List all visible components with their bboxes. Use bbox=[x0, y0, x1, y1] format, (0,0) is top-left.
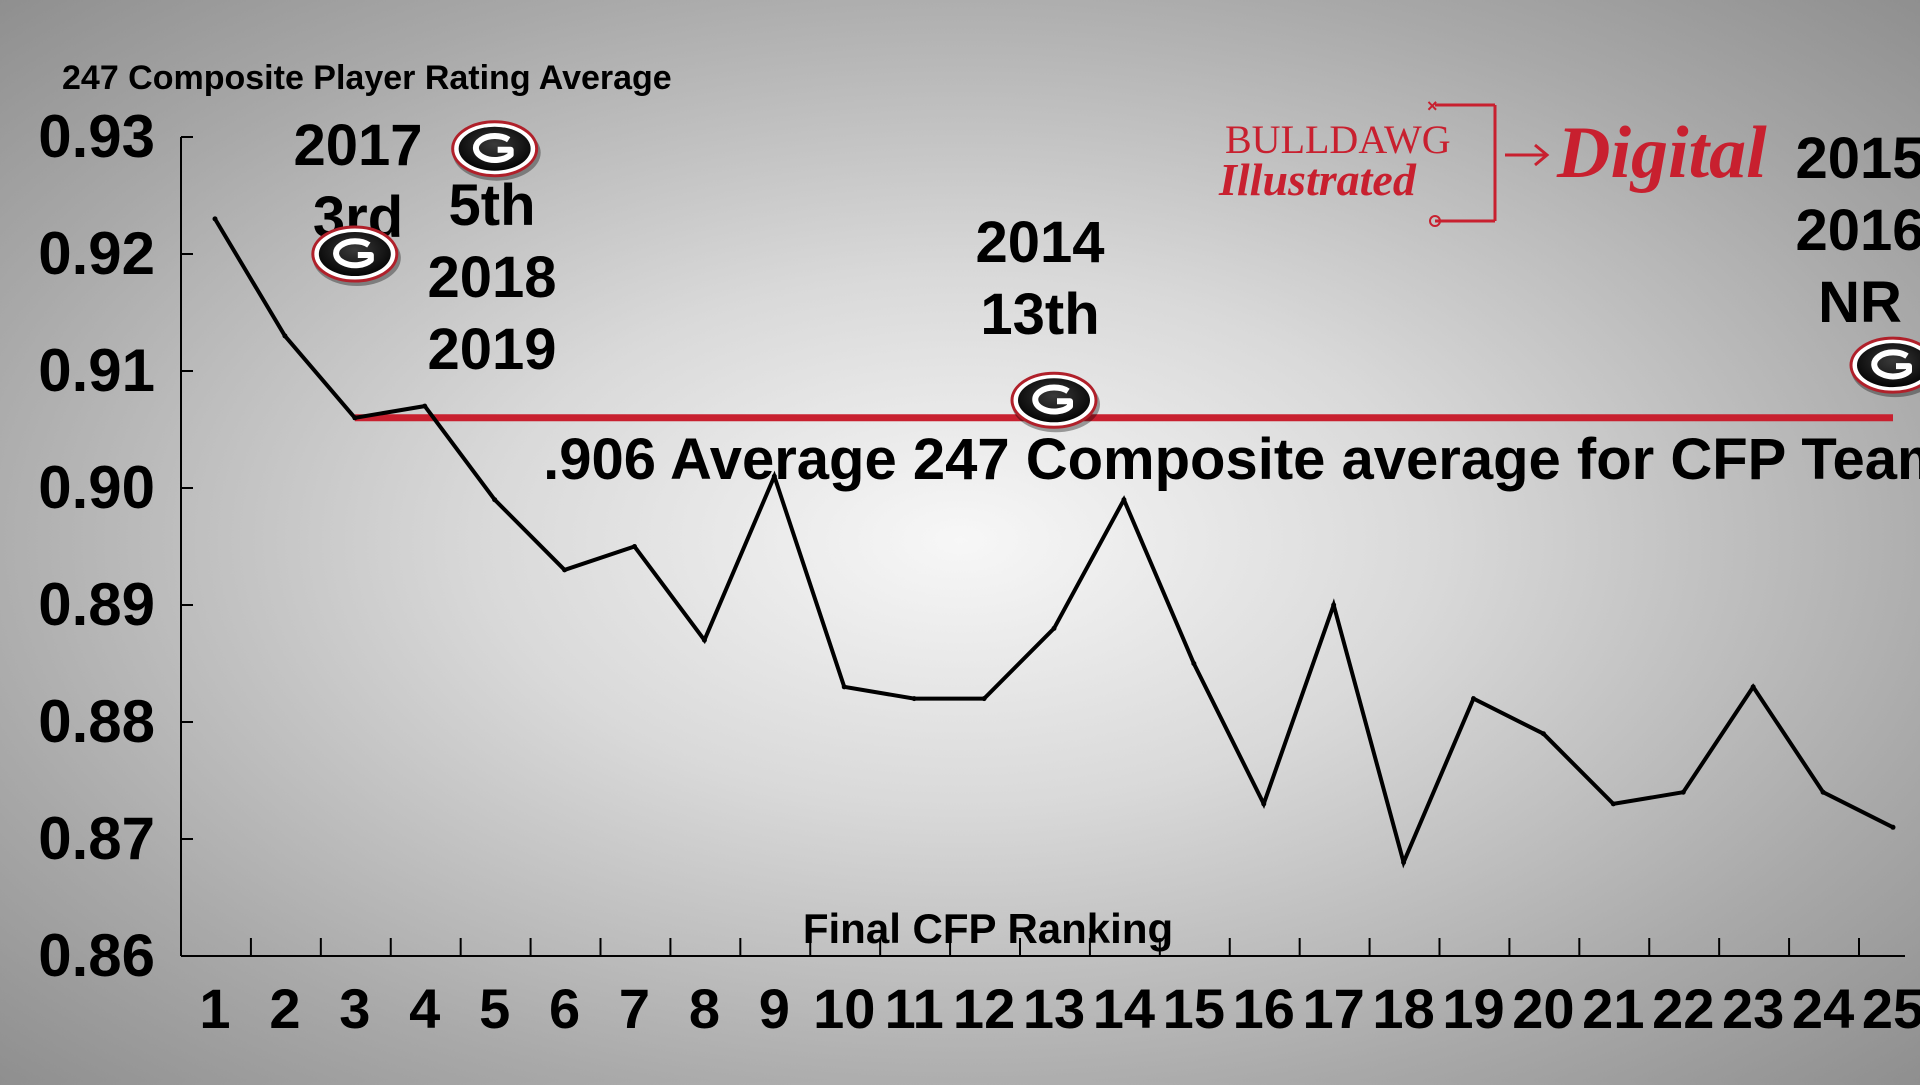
x-tick-label: 24 bbox=[1792, 977, 1854, 1040]
y-tick-label: 0.93 bbox=[38, 103, 155, 170]
x-tick-label: 21 bbox=[1582, 977, 1644, 1040]
x-tick-label: 25 bbox=[1862, 977, 1920, 1040]
y-tick-label: 0.87 bbox=[38, 805, 155, 872]
data-point bbox=[1750, 684, 1756, 690]
x-tick-label: 11 bbox=[885, 977, 944, 1040]
data-point bbox=[1610, 801, 1616, 807]
axes bbox=[180, 137, 1905, 957]
annotation-text: 2018 bbox=[427, 245, 556, 310]
x-tick-label: 3 bbox=[339, 977, 370, 1040]
x-axis-label: Final CFP Ranking bbox=[803, 905, 1173, 952]
data-point bbox=[1051, 625, 1057, 631]
data-point bbox=[632, 544, 637, 549]
x-tick-label: 12 bbox=[953, 977, 1015, 1040]
x-tick-label: 16 bbox=[1233, 977, 1295, 1040]
logo-inner-oval bbox=[458, 126, 531, 171]
x-tick-label: 18 bbox=[1372, 977, 1434, 1040]
x-tick-label: 13 bbox=[1023, 977, 1085, 1040]
logo-g-letter bbox=[333, 238, 374, 269]
y-tick-label: 0.89 bbox=[38, 571, 155, 638]
x-tick-label: 5 bbox=[479, 977, 510, 1040]
logo-name-bottom: Illustrated bbox=[1218, 154, 1417, 205]
x-tick-label: 22 bbox=[1652, 977, 1714, 1040]
logo-g-letter bbox=[1871, 349, 1912, 380]
logo-frame-x: × bbox=[1427, 96, 1438, 116]
data-point bbox=[1471, 696, 1476, 702]
annotation-text: 5th bbox=[449, 173, 536, 238]
annotation-text: 2017 bbox=[293, 113, 422, 178]
x-tick-label: 10 bbox=[813, 977, 875, 1040]
reference-line-label: .906 Average 247 Composite average for C… bbox=[543, 427, 1920, 492]
data-point bbox=[352, 415, 358, 421]
x-tick-label: 23 bbox=[1722, 977, 1784, 1040]
annotation-text: NR bbox=[1818, 270, 1902, 335]
data-point bbox=[701, 637, 707, 643]
logo-g-letter bbox=[1032, 384, 1073, 415]
logo-frame-dot bbox=[1429, 215, 1441, 227]
x-tick-label: 17 bbox=[1303, 977, 1365, 1040]
logo-name-right: Digital bbox=[1556, 112, 1767, 194]
logo-g-letter bbox=[472, 133, 514, 163]
data-point bbox=[1331, 602, 1337, 608]
georgia-g-logo-icon bbox=[1010, 371, 1100, 433]
y-tick-label: 0.88 bbox=[38, 688, 155, 755]
x-tick-label: 4 bbox=[409, 977, 440, 1040]
y-tick-label: 0.92 bbox=[38, 220, 155, 287]
logo-inner-oval bbox=[318, 232, 391, 276]
georgia-g-logo-icon bbox=[1849, 336, 1920, 398]
reference-line-group: .906 Average 247 Composite average for C… bbox=[354, 414, 1920, 492]
data-point bbox=[282, 333, 288, 339]
data-point bbox=[841, 684, 847, 690]
x-tick-label: 19 bbox=[1442, 977, 1504, 1040]
x-tick-label: 8 bbox=[689, 977, 720, 1040]
x-tick-label: 6 bbox=[549, 977, 580, 1040]
y-ticks: 0.93 0.92 0.91 0.90 0.89 0.88 0.87 0.86 bbox=[38, 103, 193, 989]
data-point bbox=[212, 216, 218, 222]
data-point bbox=[1401, 859, 1407, 865]
data-point bbox=[1820, 789, 1826, 795]
annotation-text: 2014 bbox=[975, 210, 1104, 275]
y-tick-label: 0.91 bbox=[38, 337, 155, 404]
data-point bbox=[492, 497, 498, 503]
data-point bbox=[911, 696, 917, 702]
bulldawg-illustrated-digital-logo: × BULLDAWG Illustrated Digital bbox=[1218, 96, 1767, 227]
y-tick-label: 0.90 bbox=[38, 454, 155, 521]
annotation-text: 2019 bbox=[427, 317, 556, 382]
y-axis-label: 247 Composite Player Rating Average bbox=[62, 59, 672, 97]
data-point bbox=[1191, 661, 1197, 666]
annotation-text: 2016 bbox=[1795, 198, 1920, 263]
x-tick-label: 9 bbox=[759, 977, 790, 1040]
data-point bbox=[1890, 824, 1896, 830]
logo-inner-oval bbox=[1018, 378, 1090, 423]
data-point bbox=[1540, 731, 1546, 737]
annotation-text: 2015 bbox=[1795, 126, 1920, 191]
georgia-g-logo-icon bbox=[311, 225, 401, 286]
x-tick-label: 7 bbox=[619, 977, 650, 1040]
logo-name-top: BULLDAWG bbox=[1225, 117, 1451, 162]
data-point bbox=[1680, 789, 1686, 795]
series bbox=[212, 216, 1896, 869]
x-tick-label: 1 bbox=[199, 977, 230, 1040]
data-point bbox=[771, 473, 777, 479]
x-tick-label: 14 bbox=[1093, 977, 1155, 1040]
annotation-text: 13th bbox=[980, 282, 1099, 347]
data-point bbox=[1121, 497, 1127, 503]
x-tick-label: 15 bbox=[1163, 977, 1225, 1040]
data-point bbox=[422, 403, 428, 409]
x-tick-label: 2 bbox=[269, 977, 300, 1040]
y-tick-label: 0.86 bbox=[38, 922, 155, 989]
logo-arrow-head bbox=[1534, 143, 1550, 167]
data-point bbox=[562, 567, 568, 573]
x-tick-label: 20 bbox=[1512, 977, 1574, 1040]
georgia-g-logo-icon bbox=[451, 120, 541, 181]
data-point bbox=[981, 696, 987, 702]
x-ticks: 1 2 3 4 5 6 7 8 9 10 11 12 13 14 15 16 17 18 19 20 21 22 23 24 2… bbox=[180, 938, 1920, 1040]
data-point bbox=[1261, 801, 1267, 807]
